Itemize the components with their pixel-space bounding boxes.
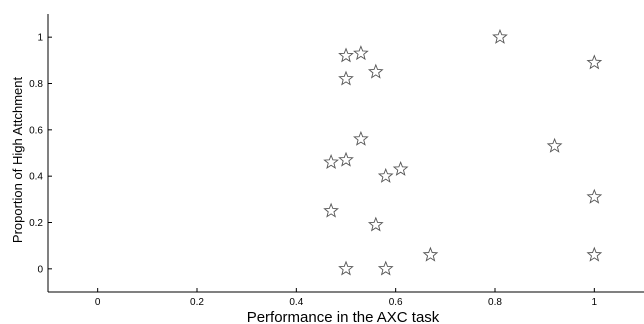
x-tick-label: 1 — [592, 297, 598, 308]
x-axis-ticks: 0 0.2 0.4 0.6 0.8 1 — [95, 288, 598, 308]
star-point — [367, 63, 384, 79]
y-tick-label: 0.4 — [29, 172, 43, 183]
x-tick-label: 0 — [95, 297, 101, 308]
x-tick-label: 0.6 — [389, 297, 403, 308]
y-tick-label: 0.6 — [29, 125, 43, 136]
x-axis-label: Performance in the AXC task — [247, 309, 440, 324]
y-axis-ticks: 0 0.2 0.4 0.6 0.8 1 — [29, 33, 52, 275]
y-tick-label: 1 — [37, 33, 43, 44]
star-point — [492, 28, 508, 44]
axes — [47, 14, 644, 293]
star-point — [353, 130, 369, 146]
y-tick-label: 0 — [37, 264, 43, 275]
star-point — [353, 45, 369, 61]
star-point — [338, 151, 354, 167]
y-tick-label: 0.2 — [29, 218, 43, 229]
data-points — [323, 28, 603, 276]
star-point — [586, 54, 603, 70]
star-point — [338, 70, 354, 86]
star-point — [392, 160, 409, 176]
star-point — [338, 260, 354, 276]
y-tick-label: 0.8 — [29, 79, 43, 90]
star-point — [377, 260, 394, 276]
star-point — [323, 154, 339, 169]
star-point — [422, 246, 439, 262]
star-point — [367, 216, 384, 232]
star-point — [586, 246, 603, 262]
star-point — [323, 202, 339, 218]
x-tick-label: 0.4 — [289, 297, 303, 308]
star-point — [586, 188, 603, 204]
y-axis-label: Proportion of High Attchment — [10, 77, 25, 244]
x-tick-label: 0.2 — [190, 297, 204, 308]
star-point — [338, 47, 354, 63]
star-point — [546, 137, 563, 153]
star-point — [377, 167, 394, 183]
x-tick-label: 0.8 — [488, 297, 502, 308]
